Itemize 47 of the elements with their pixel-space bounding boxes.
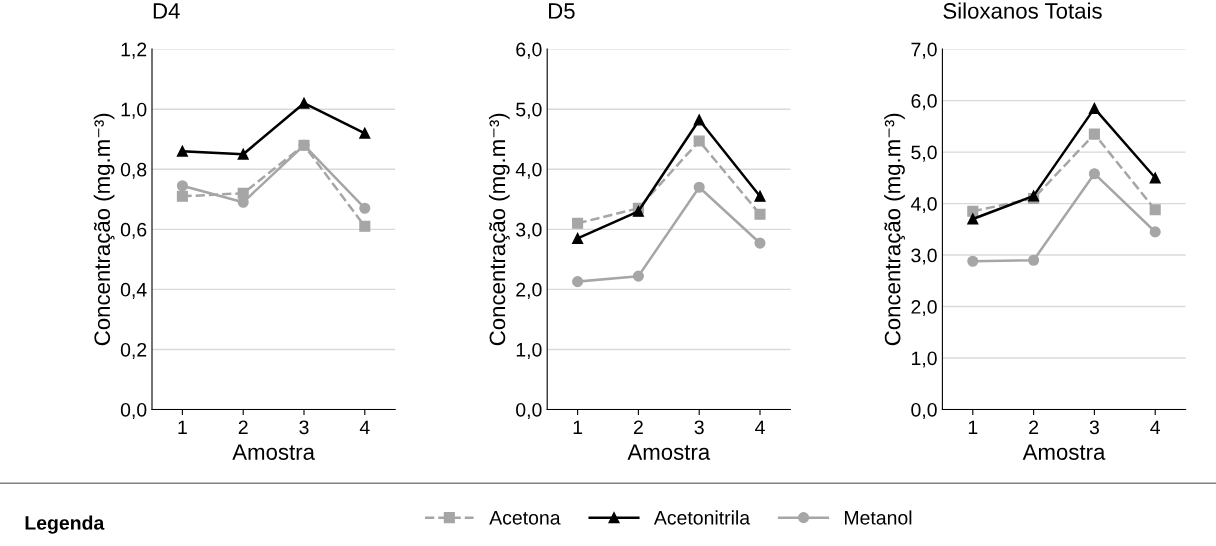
x-tick-label: 4 — [359, 420, 370, 435]
chart-title: D4 — [153, 3, 180, 19]
y-tick-label: 0,8 — [120, 162, 147, 179]
y-tick-label: 5,0 — [911, 145, 937, 162]
y-tick-label: 0,2 — [120, 342, 147, 359]
y-tick-label: 6,0 — [911, 94, 937, 111]
y-tick-label: 2,0 — [516, 282, 542, 299]
legend-label: Acetonitrila — [653, 510, 751, 525]
y-tick-label: 1,2 — [121, 42, 147, 59]
x-tick-label: 2 — [238, 420, 248, 435]
y-tick-label: 6,0 — [516, 42, 542, 59]
x-axis-title: Amostra — [627, 444, 711, 460]
y-tick-label: 0,0 — [120, 402, 147, 420]
chart-title: Siloxanos Totais — [943, 2, 1102, 19]
x-tick-label: 3 — [299, 420, 309, 435]
y-tick-label: 7,0 — [911, 42, 937, 59]
legend-title: Legenda — [25, 515, 105, 534]
x-axis-title: Amostra — [1022, 444, 1106, 460]
y-tick-label: 1,0 — [121, 102, 147, 119]
x-tick-label: 1 — [968, 420, 978, 435]
y-tick-label: 0,4 — [120, 282, 147, 299]
x-tick-label: 1 — [573, 420, 583, 435]
x-tick-label: 2 — [633, 420, 643, 435]
y-tick-label: 1,0 — [911, 351, 937, 368]
y-tick-label: 1,0 — [516, 342, 542, 359]
x-tick-label: 3 — [1089, 420, 1099, 435]
x-axis-title: Amostra — [232, 444, 315, 460]
y-tick-label: 3,0 — [911, 248, 937, 265]
y-axis-title: Concentração (mg.m⁻³) — [884, 113, 905, 346]
y-tick-label: 4,0 — [910, 197, 937, 214]
y-tick-label: 0,0 — [516, 402, 542, 420]
y-axis-title: Concentração (mg.m⁻³) — [488, 113, 510, 346]
y-tick-label: 4,0 — [515, 162, 542, 179]
x-tick-label: 4 — [1150, 420, 1161, 435]
chart-title: D5 — [549, 3, 575, 19]
x-tick-label: 1 — [178, 420, 187, 435]
x-tick-label: 3 — [694, 420, 704, 435]
legend-label: Metanol — [844, 510, 912, 525]
y-tick-label: 5,0 — [516, 102, 542, 119]
y-tick-label: 3,0 — [516, 222, 542, 239]
x-tick-label: 2 — [1029, 420, 1039, 435]
y-tick-label: 0,6 — [120, 222, 147, 239]
legend-label: Acetona — [489, 511, 561, 525]
x-tick-label: 4 — [755, 420, 765, 435]
y-tick-label: 0,0 — [911, 402, 937, 420]
y-tick-label: 2,0 — [911, 300, 937, 317]
y-axis-title: Concentração (mg.m⁻³) — [93, 113, 115, 346]
